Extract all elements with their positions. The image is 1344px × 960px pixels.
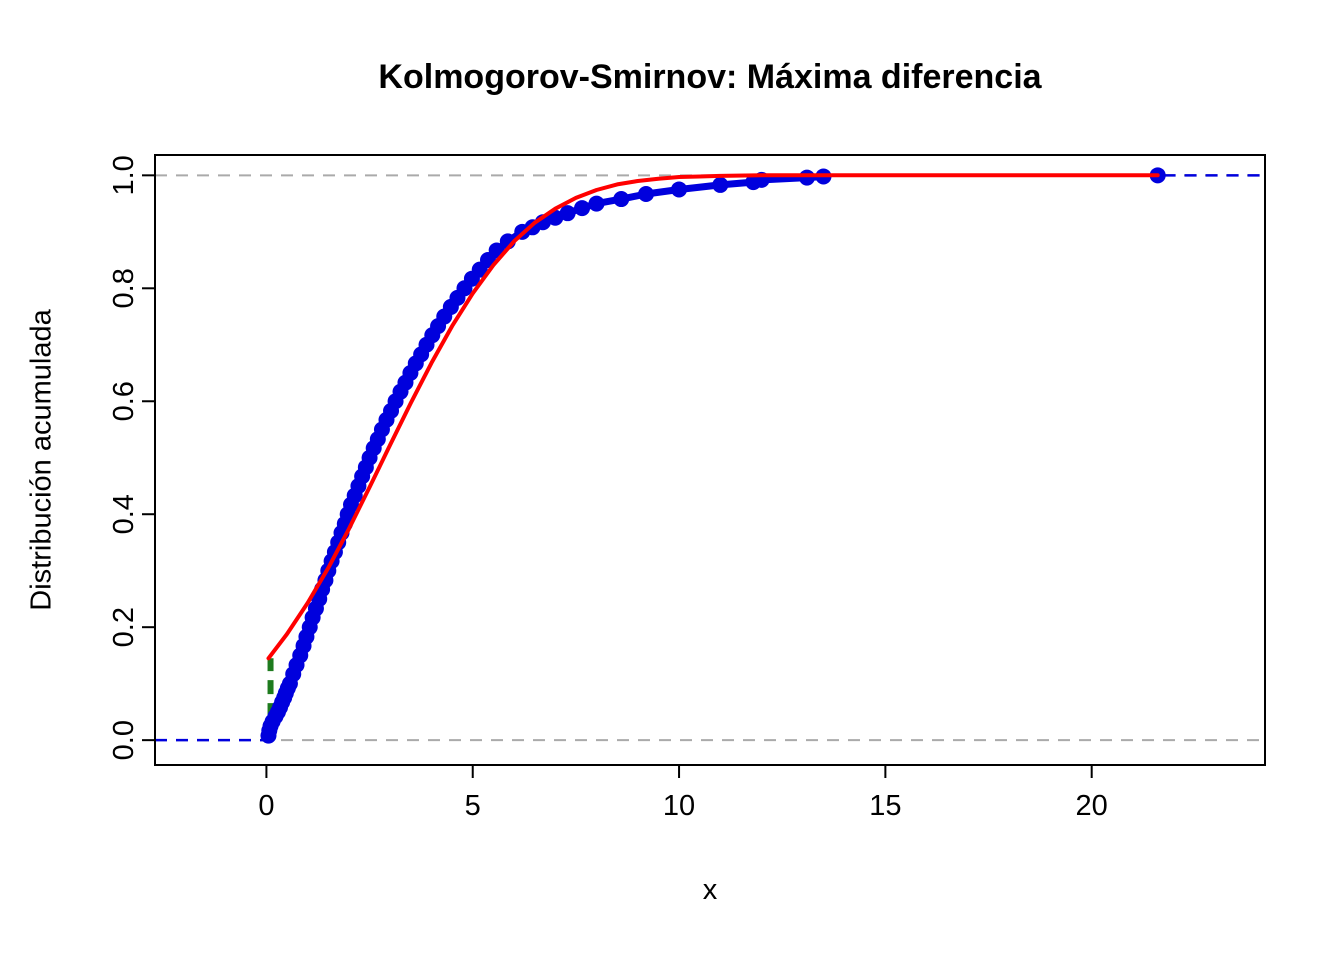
ecdf-point xyxy=(712,176,729,193)
chart-title: Kolmogorov-Smirnov: Máxima diferencia xyxy=(378,58,1042,96)
ecdf-point xyxy=(574,200,591,217)
x-tick-label: 20 xyxy=(1076,790,1108,822)
theoretical-cdf-curve xyxy=(266,173,1160,661)
x-tick-label: 10 xyxy=(663,790,695,822)
ecdf-series-line xyxy=(265,173,827,740)
ecdf-point xyxy=(638,185,655,202)
y-tick-label: 0.0 xyxy=(108,720,140,760)
y-tick-label: 0.6 xyxy=(108,381,140,421)
x-tick-label: 15 xyxy=(869,790,901,822)
ecdf-point xyxy=(671,181,688,198)
x-tick-label: 0 xyxy=(258,790,274,822)
ecdf-point xyxy=(588,195,605,212)
ecdf-point xyxy=(798,169,815,186)
x-axis-label: x xyxy=(702,874,718,906)
ecdf-point xyxy=(559,205,576,222)
x-tick-label: 5 xyxy=(465,790,481,822)
plot-box xyxy=(154,154,1266,766)
y-tick-label: 1.0 xyxy=(108,155,140,195)
y-tick-label: 0.4 xyxy=(108,494,140,534)
y-tick-label: 0.8 xyxy=(108,268,140,308)
y-tick-label: 0.2 xyxy=(108,607,140,647)
ecdf-point xyxy=(613,191,630,208)
